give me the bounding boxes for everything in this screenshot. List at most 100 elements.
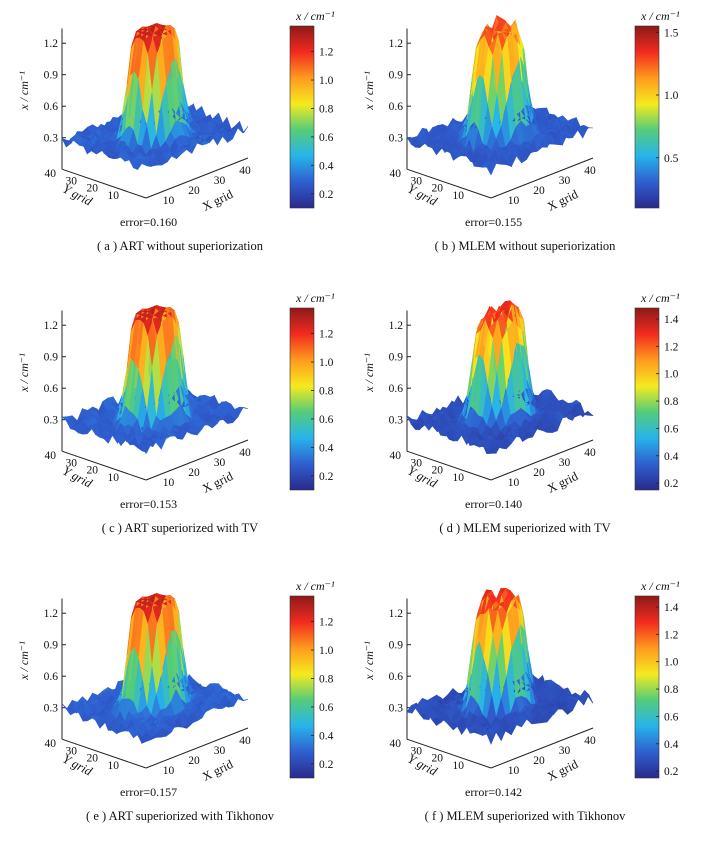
z-tick-label: 0.3 [389,703,404,715]
colorbar-tick-label: 0.4 [319,730,334,742]
colorbar [634,307,660,491]
z-tick-label: 0.6 [44,383,59,395]
x-axis-label: X grid [200,187,236,214]
y-tick-label: 20 [87,465,99,477]
colorbar-unit-label: x / cm⁻¹ [640,579,680,593]
z-tick-label: 0.9 [44,352,59,364]
y-tick-label: 40 [390,168,402,180]
error-label: error=0.153 [120,497,177,511]
colorbar-tick-label: 0.6 [319,414,334,426]
z-axis-label: x / cm⁻¹ [362,641,376,681]
colorbar-tick-label: 1.2 [319,47,334,59]
colorbar-tick-label: 1.0 [319,75,334,87]
surface [61,592,249,744]
z-tick-label: 1.2 [389,38,404,50]
z-tick-label: 0.3 [44,133,59,145]
colorbar-unit-label: x / cm⁻¹ [640,9,680,23]
y-tick-label: 10 [108,760,120,772]
colorbar-tick-label: 1.2 [664,629,679,641]
error-label: error=0.157 [120,785,177,799]
colorbar [289,25,315,209]
y-tick-label: 20 [432,183,444,195]
z-tick-label: 0.3 [389,133,404,145]
colorbar-tick-label: 1.0 [664,369,679,381]
surface [61,304,249,455]
x-axis-label: X grid [200,757,236,784]
x-tick-label: 30 [214,175,226,187]
x-axis-label: X grid [200,469,236,496]
y-tick-label: 30 [66,457,78,469]
y-tick-label: 30 [411,457,423,469]
z-tick-label: 1.2 [44,608,59,620]
surface [61,22,249,170]
colorbar-tick-label: 1.4 [664,602,679,614]
x-tick-label: 20 [533,185,545,197]
y-tick-label: 10 [453,190,465,202]
colorbar-tick-label: 0.6 [319,702,334,714]
y-tick-label: 40 [390,450,402,462]
x-tick-label: 40 [239,165,251,177]
colorbar-tick-label: 1.2 [319,617,334,629]
error-label: error=0.160 [120,215,177,229]
z-tick-label: 0.9 [44,640,59,652]
y-tick-label: 30 [411,175,423,187]
z-tick-label: 0.3 [44,703,59,715]
colorbar-tick-label: 0.2 [319,759,334,771]
error-label: error=0.142 [465,785,522,799]
z-tick-label: 0.9 [389,640,404,652]
colorbar-tick-label: 0.4 [319,160,334,172]
x-axis-line [145,727,249,769]
colorbar-tick-label: 0.6 [664,423,679,435]
y-tick-label: 40 [45,738,57,750]
panel-caption: ( e ) ART superiorized with Tikhonov [86,809,275,823]
x-tick-label: 40 [239,735,251,747]
y-tick-label: 30 [66,175,78,187]
z-tick-label: 1.2 [389,320,404,332]
colorbar-tick-label: 1.0 [319,357,334,369]
colorbar-tick-label: 0.4 [319,442,334,454]
x-tick-label: 30 [559,457,571,469]
x-tick-label: 40 [584,735,596,747]
colorbar-tick-label: 0.6 [664,711,679,723]
z-axis-label: x / cm⁻¹ [17,353,31,393]
panel-caption: ( d ) MLEM superiorized with TV [439,521,610,535]
x-tick-label: 10 [163,477,175,489]
colorbar-tick-label: 0.8 [319,103,334,115]
panel-caption: ( b ) MLEM without superiorization [435,239,617,253]
y-tick-label: 20 [87,753,99,765]
panel-caption: ( a ) ART without superiorization [97,239,264,253]
y-tick-label: 40 [390,738,402,750]
y-tick-label: 10 [108,190,120,202]
panel-caption: ( c ) ART superiorized with TV [102,521,258,535]
x-tick-label: 30 [559,745,571,757]
colorbar-tick-label: 1.2 [319,329,334,341]
x-tick-label: 20 [533,755,545,767]
x-axis-line [490,727,594,769]
x-tick-label: 10 [508,477,520,489]
z-tick-label: 0.9 [389,70,404,82]
colorbar-tick-label: 0.2 [319,189,334,201]
colorbar-tick-label: 1.4 [664,314,679,326]
x-axis-label: X grid [545,757,581,784]
colorbar [634,595,660,779]
colorbar [289,307,315,491]
colorbar-tick-label: 0.2 [664,478,679,490]
z-tick-label: 0.6 [44,101,59,113]
x-tick-label: 20 [188,185,200,197]
surface [406,15,594,176]
colorbar-unit-label: x / cm⁻¹ [295,579,335,593]
x-tick-label: 20 [188,467,200,479]
x-tick-label: 40 [584,447,596,459]
z-tick-label: 0.3 [389,415,404,427]
x-tick-label: 30 [214,457,226,469]
z-tick-label: 0.6 [389,383,404,395]
x-axis-line [490,157,594,199]
y-tick-label: 30 [66,745,78,757]
x-axis-label: X grid [545,469,581,496]
x-tick-label: 10 [508,195,520,207]
z-axis-label: x / cm⁻¹ [362,353,376,393]
z-tick-label: 0.6 [44,671,59,683]
